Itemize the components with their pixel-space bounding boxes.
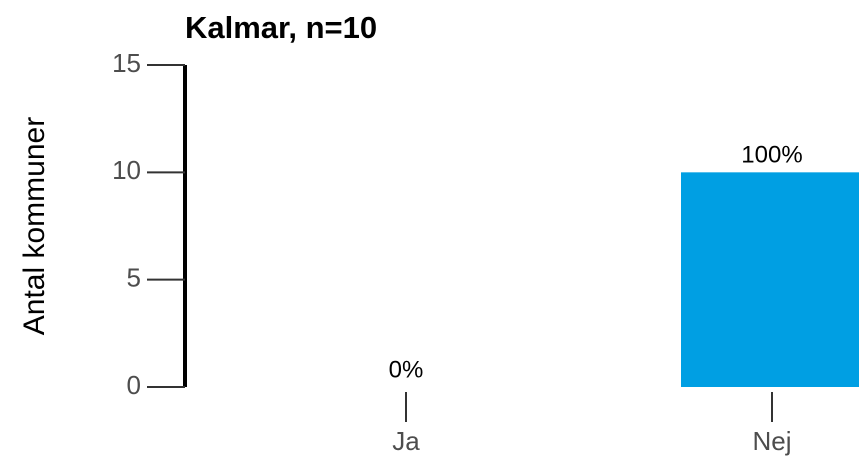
x-tick-label: Ja — [392, 426, 420, 456]
chart-title: Kalmar, n=10 — [185, 10, 377, 45]
x-tick-label: Nej — [752, 426, 791, 456]
y-tick-label: 5 — [127, 263, 141, 293]
bar — [681, 172, 859, 387]
value-label: 100% — [741, 142, 802, 169]
y-tick-label: 15 — [112, 48, 141, 78]
y-tick-label: 10 — [112, 155, 141, 185]
y-tick-label: 0 — [127, 370, 141, 400]
y-axis-label: Antal kommuner — [18, 117, 51, 335]
value-label: 0% — [389, 356, 424, 383]
